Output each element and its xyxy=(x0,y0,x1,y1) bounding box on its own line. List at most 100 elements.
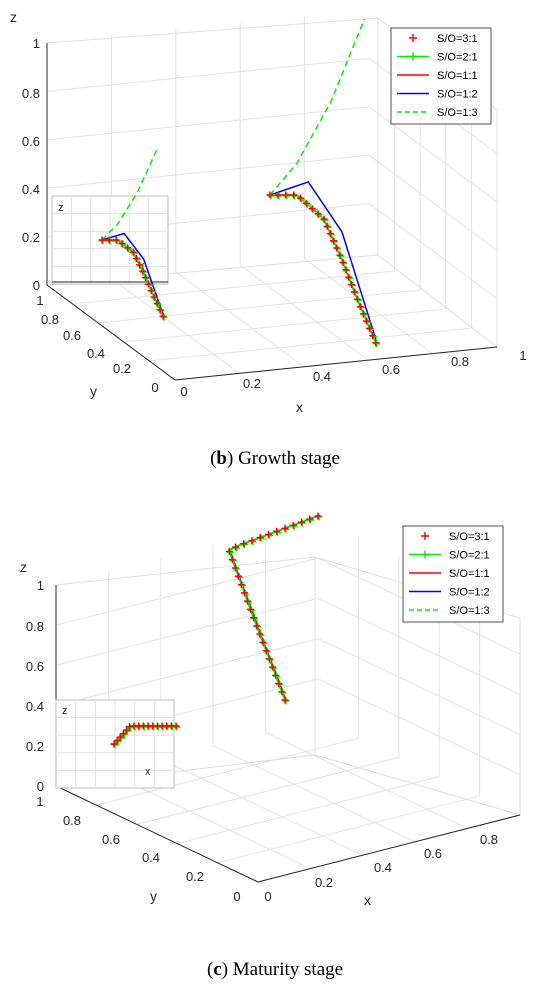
series-s-o-3-1-marker xyxy=(320,215,328,223)
panel-c: 0 0.2 0.4 0.6 0.8 1 z 0 0.2 0.4 0.6 0.8 … xyxy=(20,512,522,980)
series-s-o-2-1-marker xyxy=(254,623,262,631)
panel-b-caption-text: Growth stage xyxy=(233,448,340,469)
panel-b-x-tick-5: 1 xyxy=(519,348,526,363)
series-s-o-3-1-marker xyxy=(256,630,264,638)
grid-line xyxy=(111,277,240,374)
series-s-o-3-1-marker xyxy=(243,597,251,605)
series-s-o-2-1-marker xyxy=(111,741,119,749)
grid-line xyxy=(55,638,319,707)
series-s-o-3-1-marker xyxy=(356,303,364,311)
panel-b-z-tick-4: 0.8 xyxy=(22,86,40,101)
panel-c-z-tick-4: 0.8 xyxy=(26,619,44,634)
grid-line xyxy=(149,327,472,362)
panel-c-y-tick-5: 1 xyxy=(36,794,43,809)
series-s-o-2-1-marker xyxy=(249,538,257,546)
series-s-o-3-1-marker xyxy=(124,244,132,252)
grid-line xyxy=(160,758,364,856)
series-s-o-3-1-marker xyxy=(112,236,120,244)
series-s-o-1-3-line xyxy=(269,18,366,196)
series-s-o-3-1-marker xyxy=(281,696,289,704)
series-s-o-3-1-marker xyxy=(272,671,280,679)
series-s-o-2-1-marker xyxy=(260,639,268,647)
panel-b-x-axis xyxy=(174,346,498,381)
series-s-o-3-1-marker xyxy=(369,332,377,340)
panel-b-legend-box xyxy=(390,27,492,125)
series-s-o-3-1-marker xyxy=(282,191,290,199)
legend-label-5: S/O=1:3 xyxy=(437,107,478,119)
series-s-o-2-1-marker xyxy=(160,313,168,321)
series-s-o-3-1-marker xyxy=(314,210,322,218)
series-s-o-2-1-marker xyxy=(274,528,282,536)
series-s-o-3-1-marker xyxy=(314,512,322,520)
series-s-o-3-1-marker xyxy=(326,230,334,238)
series-s-o-2-1-marker xyxy=(346,274,354,282)
series-s-o-2-1-marker xyxy=(298,519,306,527)
series-s-o-2-1-marker xyxy=(114,738,122,746)
series-s-o-3-1-marker xyxy=(266,191,274,199)
panel-c-z-tick-1: 0.2 xyxy=(26,739,44,754)
panel-b-caption: (b) Growth stage xyxy=(210,448,340,469)
grid-line xyxy=(217,795,480,864)
grid-line xyxy=(175,271,305,368)
panel-b-inset: z x xyxy=(51,149,169,321)
series-s-o-3-1-marker xyxy=(228,556,236,564)
series-s-o-3-1-marker xyxy=(290,191,298,199)
legend-marker-2 xyxy=(409,52,417,61)
grid-line xyxy=(136,756,399,825)
series-s-o-2-1-marker xyxy=(148,288,156,296)
panel-c-y-tick-3: 0.6 xyxy=(102,832,120,847)
series-s-o-2-1-marker xyxy=(290,522,298,530)
series-s-o-2-1-marker xyxy=(99,237,107,245)
legend-marker-2 xyxy=(421,550,429,559)
series-s-o-2-1-marker xyxy=(266,656,274,664)
series-s-o-3-1-marker xyxy=(132,254,140,262)
panel-c-caption-letter: c xyxy=(213,959,221,980)
panel-c-x-axis xyxy=(257,814,521,883)
series-s-o-2-1-marker xyxy=(363,318,371,326)
series-s-o-2-1-marker xyxy=(340,259,348,267)
series-s-o-3-1-marker xyxy=(323,222,331,230)
panel-b-y-label: y xyxy=(90,383,97,399)
grid-line xyxy=(123,308,446,343)
legend-label-4: S/O=1:2 xyxy=(449,587,490,599)
series-s-o-3-1-marker xyxy=(339,258,347,266)
panel-b-x-tick-0: 0 xyxy=(180,384,187,399)
series-s-o-3-1-marker xyxy=(330,237,338,245)
panel-b-x-tick-3: 0.6 xyxy=(382,362,400,377)
panel-c-y-tick-2: 0.4 xyxy=(142,850,160,865)
series-s-o-2-1-marker xyxy=(349,281,357,289)
series-s-o-3-1-marker xyxy=(264,530,272,538)
series-s-o-2-1-marker xyxy=(226,548,234,556)
series-s-o-2-1-marker xyxy=(235,573,243,581)
series-s-o-3-1-marker xyxy=(246,605,254,613)
series-s-o-3-1-marker xyxy=(296,194,304,202)
grid-line xyxy=(108,772,311,870)
series-s-o-2-1-marker xyxy=(309,206,317,214)
series-s-o-2-1-marker xyxy=(257,535,265,543)
series-s-o-1-2-line xyxy=(269,181,377,340)
series-s-o-3-1-marker xyxy=(231,564,239,572)
grid-line xyxy=(98,289,421,324)
grid-line xyxy=(212,745,416,843)
series-s-o-3-1-marker xyxy=(234,572,242,580)
series-s-o-2-1-marker xyxy=(229,557,237,565)
series-s-o-3-1-marker xyxy=(116,733,124,741)
series-s-o-3-1-marker xyxy=(273,527,281,535)
panel-b-x-tick-4: 0.8 xyxy=(451,354,469,369)
panel-b-z-tick-5: 1 xyxy=(33,36,40,51)
legend-label-3: S/O=1:1 xyxy=(437,70,478,82)
panel-c-y-label: y xyxy=(150,888,157,904)
series-s-o-2-1-marker xyxy=(117,734,125,742)
panel-b-z-tick-3: 0.6 xyxy=(22,134,40,149)
panel-c-y-axis xyxy=(55,785,259,883)
panel-b-z-tick-1: 0.2 xyxy=(22,230,40,245)
series-s-o-2-1-marker xyxy=(334,245,342,253)
series-s-o-2-1-marker xyxy=(315,513,323,521)
grid-line xyxy=(368,203,498,300)
series-s-o-3-1-marker xyxy=(359,310,367,318)
series-s-o-2-1-marker xyxy=(238,582,246,590)
panel-b-x-label: x xyxy=(296,399,303,415)
series-s-o-2-1-marker xyxy=(315,211,323,219)
series-s-o-2-1-marker xyxy=(133,255,141,263)
panel-c-y-tick-4: 0.8 xyxy=(63,813,81,828)
